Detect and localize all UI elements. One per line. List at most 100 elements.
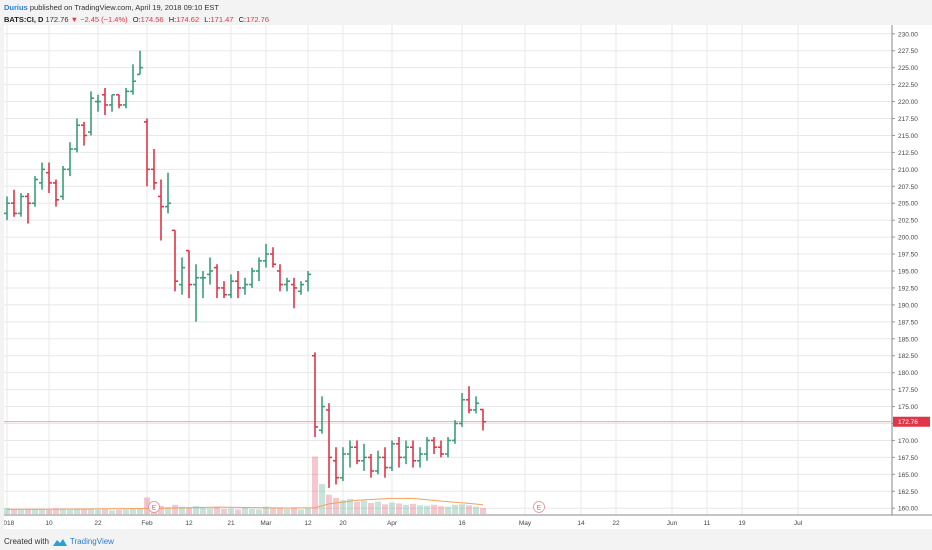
- time-tick-label: 20: [339, 520, 347, 527]
- price-tick-label: 167.50: [898, 455, 918, 462]
- time-tick-label: Apr: [387, 520, 398, 527]
- volume-bar: [305, 508, 311, 514]
- low-label: L:: [204, 15, 211, 24]
- volume-bar: [67, 509, 73, 514]
- time-tick-label: 11: [704, 520, 711, 527]
- time-tick-label: 10: [45, 520, 53, 527]
- volume-bar: [165, 507, 171, 514]
- price-tick-label: 205.00: [898, 201, 918, 208]
- volume-bar: [424, 505, 430, 514]
- ticker-symbol[interactable]: BATS:CI, D: [4, 15, 44, 24]
- price-tick-label: 200.00: [898, 235, 918, 242]
- price-tick-label: 215.00: [898, 133, 918, 140]
- price-tick-label: 192.50: [898, 285, 918, 292]
- time-tick-label: 19: [738, 520, 746, 527]
- volume-bar: [319, 484, 325, 514]
- author-link[interactable]: Durius: [4, 3, 28, 12]
- volume-bar: [459, 504, 465, 514]
- volume-bar: [249, 508, 255, 514]
- volume-bar: [445, 506, 451, 514]
- time-tick-label: 21: [227, 520, 235, 527]
- last-price-tag: [893, 416, 930, 427]
- earnings-marker-label: E: [152, 505, 157, 512]
- high-label: H:: [168, 15, 177, 24]
- time-tick-label: 12: [185, 520, 193, 527]
- volume-bar: [312, 456, 318, 514]
- time-axis-background: [4, 515, 932, 529]
- volume-bar: [179, 506, 185, 514]
- volume-bar: [403, 504, 409, 514]
- price-tick-label: 212.50: [898, 150, 918, 157]
- volume-bar: [4, 508, 10, 514]
- volume-bar: [452, 504, 458, 514]
- symbol-line: BATS:CI, D 172.76 ▼ −2.45 (−1.4%) O:174.…: [4, 14, 924, 25]
- volume-bar: [95, 509, 101, 514]
- price-tick-label: 220.00: [898, 99, 918, 106]
- volume-bar: [109, 510, 115, 514]
- volume-bar: [361, 500, 367, 514]
- tradingview-logo-icon[interactable]: [52, 538, 67, 547]
- chart-area[interactable]: 160.00162.50165.00167.50170.00172.50175.…: [0, 25, 932, 530]
- volume-bar: [102, 509, 108, 514]
- price-tick-label: 197.50: [898, 252, 918, 259]
- time-tick-label: 16: [458, 520, 466, 527]
- price-tick-label: 210.00: [898, 167, 918, 174]
- volume-bar: [410, 503, 416, 514]
- volume-bar: [130, 508, 136, 514]
- volume-bar: [256, 509, 262, 514]
- time-tick-label: Jul: [794, 520, 803, 527]
- volume-bar: [284, 508, 290, 514]
- volume-bar: [431, 504, 437, 514]
- price-tick-label: 185.00: [898, 336, 918, 343]
- price-tick-label: 225.00: [898, 65, 918, 72]
- low-value: 171.47: [210, 15, 234, 24]
- volume-bar: [270, 508, 276, 514]
- footer: Created with TradingView: [4, 535, 114, 549]
- volume-bar: [60, 509, 66, 514]
- volume-bar: [228, 508, 234, 514]
- volume-bar: [74, 508, 80, 514]
- price-change: ▼ −2.45 (−1.4%): [70, 15, 128, 24]
- volume-ma-line: [6, 497, 484, 510]
- price-tick-label: 180.00: [898, 370, 918, 377]
- price-tick-label: 230.00: [898, 31, 918, 38]
- volume-bar: [375, 501, 381, 514]
- price-chart[interactable]: 160.00162.50165.00167.50170.00172.50175.…: [0, 25, 932, 530]
- volume-bar: [242, 508, 248, 514]
- volume-bar: [116, 509, 122, 514]
- volume-bar: [25, 509, 31, 514]
- last-price-tag-label: 172.76: [898, 419, 918, 426]
- tradingview-brand[interactable]: TradingView: [69, 537, 114, 546]
- volume-bar: [382, 504, 388, 514]
- volume-bar: [214, 507, 220, 514]
- volume-bar: [207, 508, 213, 514]
- volume-bar: [333, 497, 339, 514]
- price-tick-label: 160.00: [898, 506, 918, 513]
- volume-bar: [396, 503, 402, 514]
- volume-bar: [186, 507, 192, 514]
- volume-bar: [389, 502, 395, 514]
- price-tick-label: 202.50: [898, 218, 918, 225]
- volume-bar: [221, 508, 227, 514]
- time-tick-label: 14: [577, 520, 585, 527]
- volume-bar: [347, 498, 353, 514]
- created-with-text: Created with: [4, 537, 49, 546]
- price-tick-label: 195.00: [898, 269, 918, 276]
- volume-bar: [354, 502, 360, 514]
- volume-bar: [263, 506, 269, 514]
- volume-bar: [123, 509, 129, 514]
- volume-bar: [277, 507, 283, 514]
- price-tick-label: 182.50: [898, 353, 918, 360]
- time-tick-label: May: [519, 520, 532, 527]
- price-tick-label: 207.50: [898, 184, 918, 191]
- earnings-marker: [148, 501, 160, 513]
- price-tick-label: 217.50: [898, 116, 918, 123]
- volume-bar: [39, 509, 45, 514]
- time-tick-label: Jun: [667, 520, 678, 527]
- volume-bar: [193, 506, 199, 514]
- time-tick-label: 22: [612, 520, 620, 527]
- earnings-marker: [533, 501, 545, 513]
- price-tick-label: 175.00: [898, 404, 918, 411]
- volume-bar: [473, 506, 479, 514]
- price-tick-label: 162.50: [898, 489, 918, 496]
